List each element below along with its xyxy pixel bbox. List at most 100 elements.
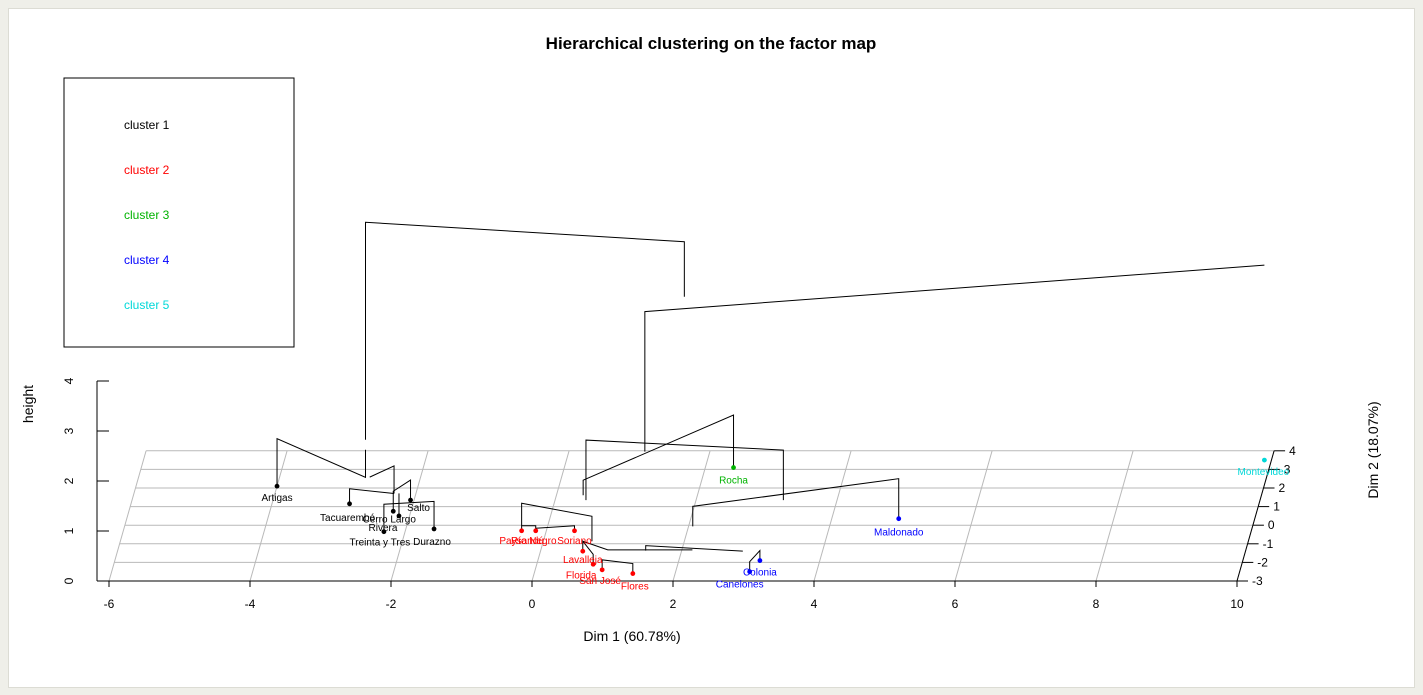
- grid-line: [954, 450, 993, 582]
- legend-entry: cluster 4: [124, 253, 170, 267]
- point-label: Durazno: [413, 537, 451, 548]
- tree-branch: [692, 478, 900, 527]
- grid-line: [1095, 450, 1134, 582]
- y-tick-label: -2: [1257, 555, 1268, 569]
- tree-branch: [645, 545, 743, 552]
- point-label: Soriano: [557, 536, 592, 547]
- x-tick-label: 4: [811, 597, 818, 611]
- point-label: Río Negro: [511, 536, 557, 547]
- tree-branch: [582, 414, 735, 496]
- data-point: [757, 558, 763, 563]
- data-point: [390, 508, 396, 514]
- tree-branch: [276, 437, 366, 487]
- point-label: Tacuarembó: [320, 513, 375, 524]
- x-tick-label: -6: [104, 597, 115, 611]
- tree-branch: [521, 502, 593, 542]
- data-point: [590, 561, 596, 567]
- point-label: Flores: [621, 582, 649, 593]
- point-label: San José: [579, 576, 621, 587]
- grid-line: [108, 450, 147, 582]
- data-point: [599, 567, 605, 573]
- x-tick-label: 8: [1093, 597, 1100, 611]
- x-axis-label: Dim 1 (60.78%): [583, 628, 680, 644]
- chart-frame: Hierarchical clustering on the factor ma…: [8, 8, 1415, 688]
- tree-branch: [644, 264, 1265, 452]
- grid-line: [672, 450, 711, 582]
- point-label: Salto: [407, 503, 430, 514]
- plot-axes: -6 -4 -2 0 2 4 6 8 10 -3 -2 -1 0 1 2 3 4 0 1 2 3 4: [62, 377, 1296, 611]
- z-axis-label: height: [20, 385, 36, 423]
- tree-branch: [749, 549, 761, 572]
- y-axis-line: [1236, 450, 1275, 582]
- data-point: [274, 483, 280, 489]
- point-label: Montevideo: [1238, 467, 1290, 478]
- data-point: [580, 548, 586, 554]
- data-point: [381, 529, 387, 535]
- grid-line: [390, 450, 429, 582]
- tree-branch: [582, 540, 693, 551]
- x-tick-label: 10: [1230, 597, 1244, 611]
- z-tick-label: 4: [62, 377, 76, 384]
- point-label: Cerro Largo: [363, 514, 417, 525]
- y-tick-label: 3: [1284, 462, 1291, 476]
- point-label: Rivera: [369, 523, 398, 534]
- grid-line: [531, 450, 570, 582]
- plot-grid: [108, 450, 1275, 582]
- z-tick-label: 0: [62, 577, 76, 584]
- point-label: Lavalleja: [563, 555, 603, 566]
- tree-branch: [369, 465, 395, 494]
- point-label: Treinta y Tres: [350, 538, 411, 549]
- data-point: [408, 497, 413, 503]
- point-label: Florida: [566, 570, 597, 581]
- point-label: Rocha: [719, 476, 748, 487]
- legend-entry: cluster 3: [124, 208, 170, 222]
- z-tick-label: 2: [62, 477, 76, 484]
- chart-title: Hierarchical clustering on the factor ma…: [546, 34, 877, 53]
- y-tick-label: 2: [1279, 481, 1286, 495]
- point-label: Paysandú: [499, 536, 543, 547]
- legend-entry: cluster 2: [124, 163, 170, 177]
- x-tick-label: 0: [529, 597, 536, 611]
- x-tick-label: 2: [670, 597, 677, 611]
- y-tick-label: -3: [1252, 574, 1263, 588]
- data-point: [572, 528, 577, 534]
- legend-box: [63, 77, 295, 348]
- data-point: [896, 516, 902, 522]
- y-axis-label: Dim 2 (18.07%): [1365, 401, 1381, 498]
- x-tick-label: -2: [386, 597, 397, 611]
- legend-entry: cluster 5: [124, 298, 170, 312]
- z-tick-label: 1: [62, 527, 76, 534]
- data-point: [431, 526, 437, 532]
- data-point: [630, 571, 636, 576]
- data-point: [533, 528, 539, 534]
- y-tick-label: 1: [1273, 500, 1280, 514]
- x-tick-label: -4: [245, 597, 256, 611]
- grid-line: [813, 450, 852, 582]
- y-tick-label: -1: [1263, 537, 1274, 551]
- z-tick-label: 3: [62, 427, 76, 434]
- data-point: [347, 501, 352, 507]
- tree-branch: [365, 221, 685, 440]
- legend-entry: cluster 1: [124, 118, 170, 132]
- point-label: Canelones: [716, 580, 764, 591]
- data-point: [396, 513, 402, 519]
- legend: cluster 1 cluster 2 cluster 3 cluster 4 clus…: [63, 77, 295, 348]
- point-label: Colonia: [743, 568, 777, 579]
- tree-branch: [535, 525, 576, 531]
- point-label: Maldonado: [874, 528, 924, 539]
- tree-branch: [582, 539, 594, 565]
- x-tick-label: 6: [952, 597, 959, 611]
- y-tick-label: 0: [1268, 518, 1275, 532]
- y-tick-label: 4: [1289, 444, 1296, 458]
- dendrogram-tree: [276, 221, 1265, 574]
- data-point: [1262, 457, 1267, 463]
- tree-branch: [383, 500, 435, 532]
- tree-branch: [585, 439, 784, 501]
- tree-branch: [392, 479, 412, 512]
- tree-branch: [349, 488, 395, 504]
- grid-line: [249, 450, 288, 582]
- data-point: [519, 528, 525, 534]
- tree-branch: [601, 559, 634, 574]
- factor-map-plot: Hierarchical clustering on the factor ma…: [20, 34, 1381, 644]
